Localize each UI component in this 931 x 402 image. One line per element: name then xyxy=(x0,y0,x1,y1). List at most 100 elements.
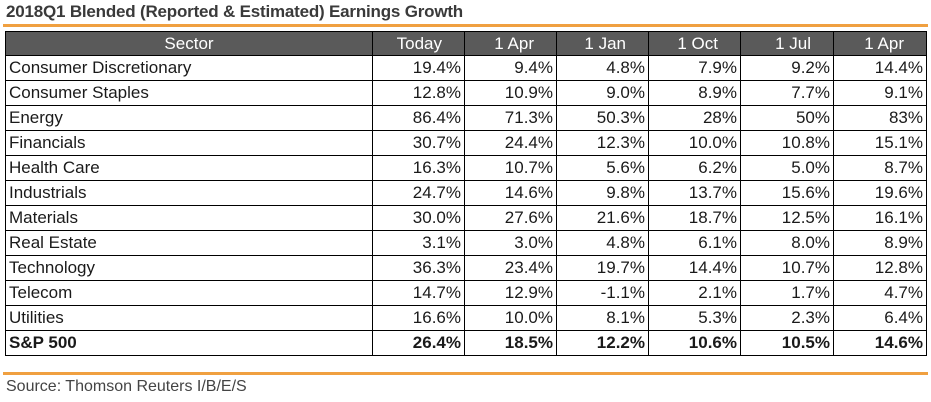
sector-name: Materials xyxy=(5,205,373,231)
growth-value: 12.8% xyxy=(372,80,465,106)
growth-value: 30.7% xyxy=(372,130,465,156)
column-header-1-oct: 1 Oct xyxy=(648,31,741,56)
growth-value: 83% xyxy=(833,105,927,131)
growth-value: 12.8% xyxy=(833,255,927,281)
column-header-1-jul: 1 Jul xyxy=(740,31,834,56)
growth-value: 8.7% xyxy=(833,155,927,181)
growth-value: 4.7% xyxy=(833,280,927,306)
table-row: Financials 30.7% 24.4% 12.3% 10.0% 10.8% 15.1% xyxy=(5,130,927,156)
table-row: Health Care 16.3% 10.7% 5.6% 6.2% 5.0% 8.7% xyxy=(5,155,927,181)
growth-value: 23.4% xyxy=(464,255,557,281)
table-row: Real Estate 3.1% 3.0% 4.8% 6.1% 8.0% 8.9% xyxy=(5,230,927,256)
table-row: Utilities 16.6% 10.0% 8.1% 5.3% 2.3% 6.4% xyxy=(5,305,927,331)
growth-value: 14.4% xyxy=(648,255,741,281)
growth-value: 12.3% xyxy=(556,130,649,156)
growth-value: 8.9% xyxy=(648,80,741,106)
growth-value: 2.1% xyxy=(648,280,741,306)
sector-name: Industrials xyxy=(5,180,373,206)
table-header-row: Sector Today 1 Apr 1 Jan 1 Oct 1 Jul 1 A… xyxy=(5,31,927,56)
table-row: Materials 30.0% 27.6% 21.6% 18.7% 12.5% 16.1% xyxy=(5,205,927,231)
growth-value: 10.0% xyxy=(648,130,741,156)
growth-value: 27.6% xyxy=(464,205,557,231)
growth-value: 10.7% xyxy=(740,255,834,281)
growth-value: 24.4% xyxy=(464,130,557,156)
table-row: Energy 86.4% 71.3% 50.3% 28% 50% 83% xyxy=(5,105,927,131)
sector-name: Telecom xyxy=(5,280,373,306)
sector-name: Financials xyxy=(5,130,373,156)
sector-name: Health Care xyxy=(5,155,373,181)
growth-value: 8.0% xyxy=(740,230,834,256)
growth-value: 1.7% xyxy=(740,280,834,306)
total-sector-name: S&P 500 xyxy=(5,330,373,356)
table-row: Consumer Discretionary 19.4% 9.4% 4.8% 7.9% 9… xyxy=(5,55,927,81)
growth-value: 2.3% xyxy=(740,305,834,331)
growth-value: 9.1% xyxy=(833,80,927,106)
growth-value: 10.7% xyxy=(464,155,557,181)
growth-value: 12.9% xyxy=(464,280,557,306)
growth-value: 10.0% xyxy=(464,305,557,331)
growth-value: 9.0% xyxy=(556,80,649,106)
total-value: 12.2% xyxy=(556,330,649,356)
sector-name: Utilities xyxy=(5,305,373,331)
total-value: 26.4% xyxy=(372,330,465,356)
bottom-rule xyxy=(3,372,928,375)
growth-value: 6.2% xyxy=(648,155,741,181)
top-rule xyxy=(3,24,928,27)
growth-value: 86.4% xyxy=(372,105,465,131)
growth-value: 12.5% xyxy=(740,205,834,231)
growth-value: 4.8% xyxy=(556,55,649,81)
table-row: Telecom 14.7% 12.9% -1.1% 2.1% 1.7% 4.7% xyxy=(5,280,927,306)
growth-value: 30.0% xyxy=(372,205,465,231)
table-row: Technology 36.3% 23.4% 19.7% 14.4% 10.7% 12.8% xyxy=(5,255,927,281)
total-row: S&P 500 26.4% 18.5% 12.2% 10.6% 10.5% 14… xyxy=(5,330,927,356)
growth-value: 5.6% xyxy=(556,155,649,181)
growth-value: 4.8% xyxy=(556,230,649,256)
growth-value: 19.7% xyxy=(556,255,649,281)
growth-value: 10.8% xyxy=(740,130,834,156)
growth-value: 71.3% xyxy=(464,105,557,131)
sector-name: Technology xyxy=(5,255,373,281)
growth-value: 3.0% xyxy=(464,230,557,256)
growth-value: 9.8% xyxy=(556,180,649,206)
growth-value: 24.7% xyxy=(372,180,465,206)
column-header-today: Today xyxy=(372,31,465,56)
earnings-growth-table: Sector Today 1 Apr 1 Jan 1 Oct 1 Jul 1 A… xyxy=(5,31,927,356)
growth-value: 5.3% xyxy=(648,305,741,331)
column-header-1-jan: 1 Jan xyxy=(556,31,649,56)
growth-value: 8.1% xyxy=(556,305,649,331)
total-value: 10.6% xyxy=(648,330,741,356)
sector-name: Real Estate xyxy=(5,230,373,256)
sector-name: Energy xyxy=(5,105,373,131)
growth-value: 16.3% xyxy=(372,155,465,181)
growth-value: 14.4% xyxy=(833,55,927,81)
growth-value: 50.3% xyxy=(556,105,649,131)
growth-value: 13.7% xyxy=(648,180,741,206)
growth-value: 10.9% xyxy=(464,80,557,106)
page-title: 2018Q1 Blended (Reported & Estimated) Ea… xyxy=(6,2,463,21)
column-header-sector: Sector xyxy=(5,31,373,56)
growth-value: 14.7% xyxy=(372,280,465,306)
growth-value: 28% xyxy=(648,105,741,131)
sector-name: Consumer Discretionary xyxy=(5,55,373,81)
growth-value: 50% xyxy=(740,105,834,131)
growth-value: 19.6% xyxy=(833,180,927,206)
total-value: 18.5% xyxy=(464,330,557,356)
growth-value: 6.4% xyxy=(833,305,927,331)
growth-value: 21.6% xyxy=(556,205,649,231)
growth-value: 3.1% xyxy=(372,230,465,256)
growth-value: 18.7% xyxy=(648,205,741,231)
growth-value: -1.1% xyxy=(556,280,649,306)
growth-value: 14.6% xyxy=(464,180,557,206)
growth-value: 15.1% xyxy=(833,130,927,156)
growth-value: 7.9% xyxy=(648,55,741,81)
column-header-1-apr: 1 Apr xyxy=(464,31,557,56)
growth-value: 8.9% xyxy=(833,230,927,256)
total-value: 10.5% xyxy=(740,330,834,356)
growth-value: 9.2% xyxy=(740,55,834,81)
growth-value: 16.1% xyxy=(833,205,927,231)
growth-value: 7.7% xyxy=(740,80,834,106)
table-row: Consumer Staples 12.8% 10.9% 9.0% 8.9% 7.7% 9.… xyxy=(5,80,927,106)
table-row: Industrials 24.7% 14.6% 9.8% 13.7% 15.6% 19.6% xyxy=(5,180,927,206)
growth-value: 9.4% xyxy=(464,55,557,81)
growth-value: 19.4% xyxy=(372,55,465,81)
